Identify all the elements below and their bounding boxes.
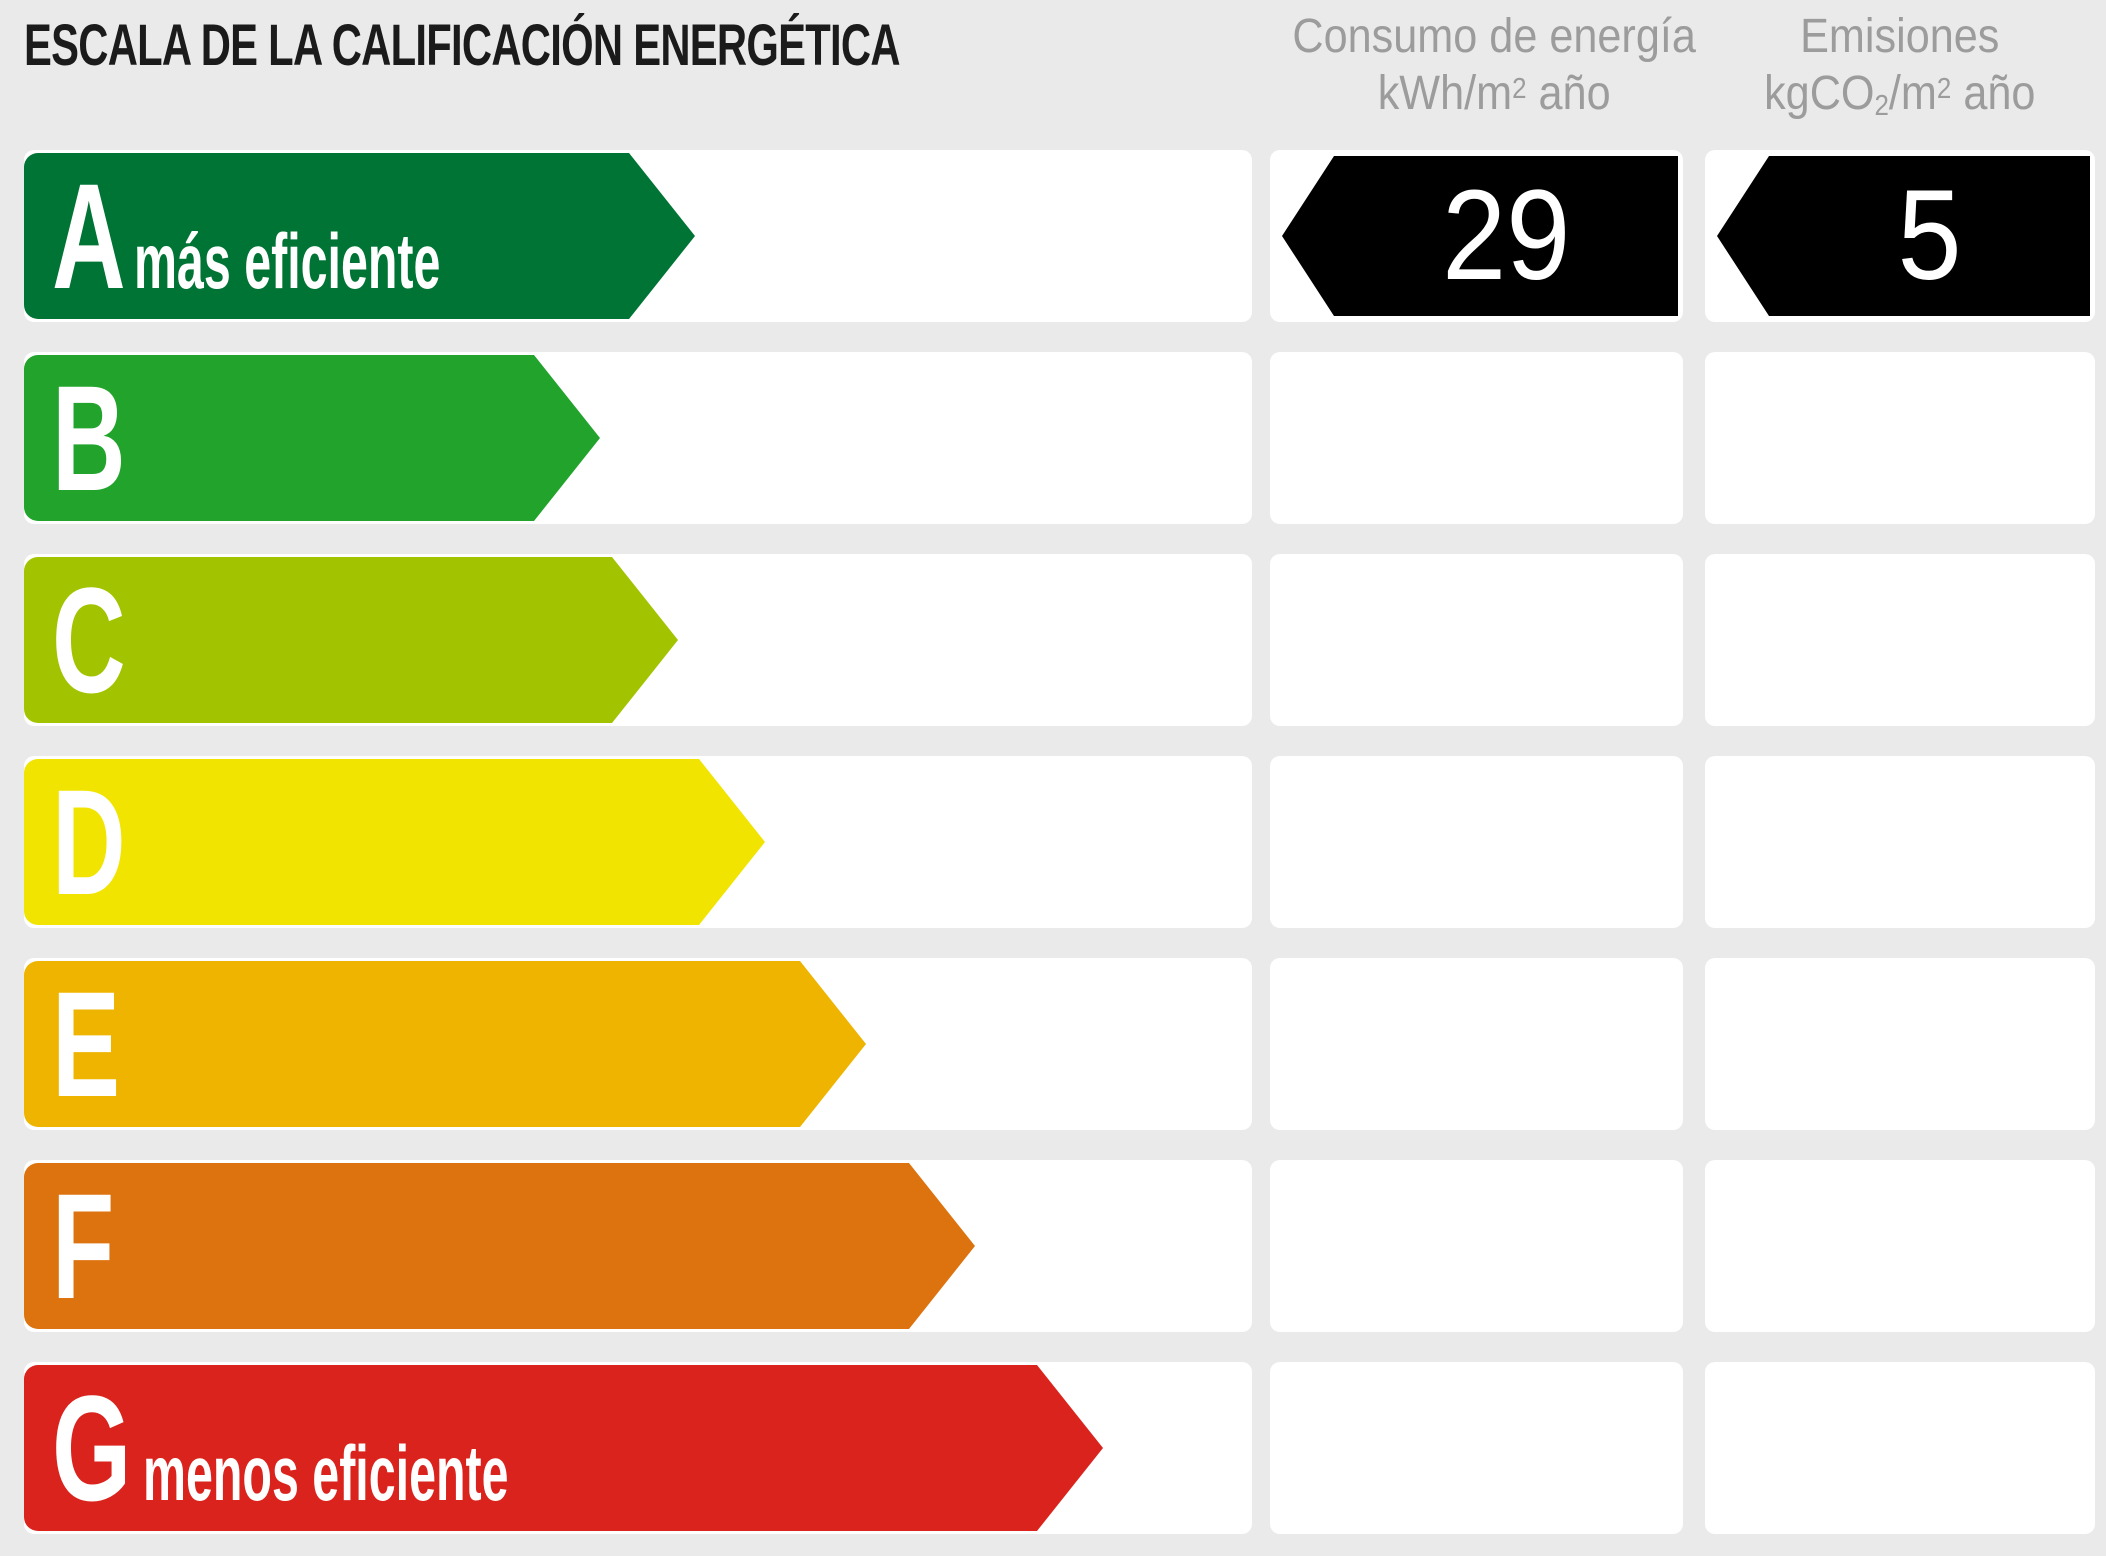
subscript-2: 2 bbox=[1874, 90, 1890, 123]
superscript-2: 2 bbox=[1937, 73, 1952, 106]
rating-d-bar: D bbox=[24, 759, 765, 925]
arrow-right-tip bbox=[1037, 1365, 1103, 1531]
emissions-value: 5 bbox=[1897, 164, 1962, 307]
rating-e-letter: E bbox=[52, 960, 121, 1128]
consumption-cell bbox=[1270, 1362, 1683, 1534]
emissions-cell bbox=[1705, 756, 2095, 928]
rating-a-letter: A bbox=[52, 152, 126, 320]
arrow-right-tip bbox=[699, 759, 765, 925]
emissions-cell bbox=[1705, 554, 2095, 726]
consumption-header-line1: Consumo de energía bbox=[1292, 10, 1696, 63]
emissions-cell: 5 bbox=[1705, 150, 2095, 322]
consumption-value: 29 bbox=[1441, 164, 1571, 307]
arrow-right-tip bbox=[800, 961, 866, 1127]
page-title: ESCALA DE LA CALIFICACIÓN ENERGÉTICA bbox=[24, 13, 901, 78]
rating-c-letter: C bbox=[52, 556, 126, 724]
superscript-2: 2 bbox=[1512, 73, 1527, 106]
arrow-left-tip bbox=[1717, 156, 1769, 316]
rating-b-track: B bbox=[24, 352, 1252, 524]
consumption-cell bbox=[1270, 958, 1683, 1130]
consumption-column-header: Consumo de energía kWh/m2 año bbox=[1270, 0, 1695, 129]
rating-a-label: más eficiente bbox=[134, 217, 441, 305]
consumption-cell bbox=[1270, 352, 1683, 524]
rating-d-track: D bbox=[24, 756, 1252, 928]
consumption-cell: 29 bbox=[1270, 150, 1683, 322]
rating-f-bar: F bbox=[24, 1163, 975, 1329]
rating-c-track: C bbox=[24, 554, 1252, 726]
emissions-header-unit: kgCO2/m2 año bbox=[1764, 67, 2036, 123]
rating-row: B bbox=[24, 352, 2106, 524]
rating-b-letter: B bbox=[52, 354, 126, 522]
emissions-cell bbox=[1705, 958, 2095, 1130]
rating-row: E bbox=[24, 958, 2106, 1130]
emissions-badge: 5 bbox=[1717, 156, 2090, 316]
rating-f-track: F bbox=[24, 1160, 1252, 1332]
rating-g-label: menos eficiente bbox=[142, 1429, 509, 1517]
rating-e-bar: E bbox=[24, 961, 866, 1127]
rating-c-bar: C bbox=[24, 557, 678, 723]
consumption-cell bbox=[1270, 554, 1683, 726]
consumption-badge: 29 bbox=[1282, 156, 1678, 316]
rating-row: D bbox=[24, 756, 2106, 928]
arrow-right-tip bbox=[612, 557, 678, 723]
emissions-cell bbox=[1705, 1362, 2095, 1534]
arrow-left-tip bbox=[1282, 156, 1334, 316]
arrow-right-tip bbox=[628, 153, 695, 319]
consumption-header-unit: kWh/m2 año bbox=[1377, 67, 1611, 120]
arrow-right-tip bbox=[534, 355, 600, 521]
header: ESCALA DE LA CALIFICACIÓN ENERGÉTICA Con… bbox=[24, 0, 2106, 150]
emissions-cell bbox=[1705, 1160, 2095, 1332]
emissions-header-line1: Emisiones bbox=[1800, 10, 2000, 63]
rating-f-letter: F bbox=[52, 1162, 115, 1330]
rating-g-letter: G bbox=[52, 1364, 132, 1532]
emissions-cell bbox=[1705, 352, 2095, 524]
rating-d-letter: D bbox=[52, 758, 126, 926]
rating-e-track: E bbox=[24, 958, 1252, 1130]
rating-b-bar: B bbox=[24, 355, 600, 521]
rating-row: C bbox=[24, 554, 2106, 726]
consumption-cell bbox=[1270, 1160, 1683, 1332]
consumption-cell bbox=[1270, 756, 1683, 928]
emissions-column-header: Emisiones kgCO2/m2 año bbox=[1705, 0, 2095, 129]
title-cell: ESCALA DE LA CALIFICACIÓN ENERGÉTICA bbox=[24, 0, 1270, 79]
arrow-right-tip bbox=[909, 1163, 975, 1329]
rating-row: F bbox=[24, 1160, 2106, 1332]
